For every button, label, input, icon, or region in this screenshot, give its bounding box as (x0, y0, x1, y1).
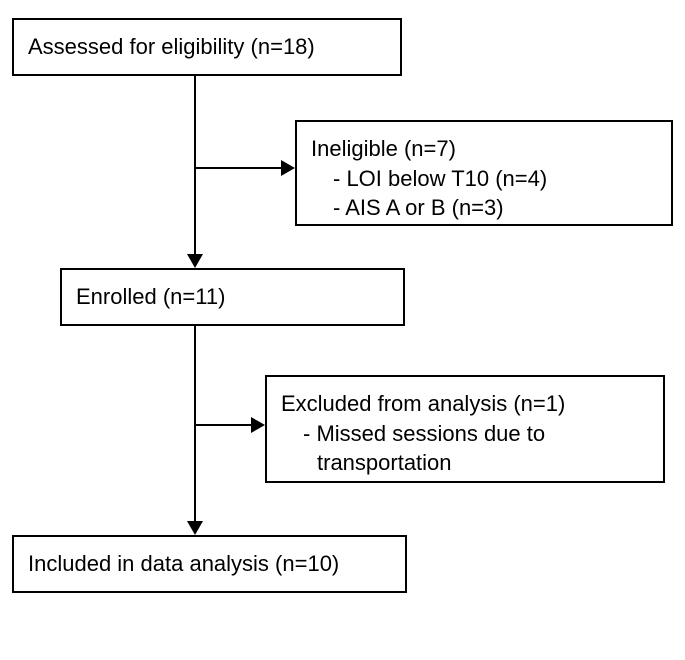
node-excluded-line1: Excluded from analysis (n=1) (281, 391, 565, 416)
node-assessed: Assessed for eligibility (n=18) (12, 18, 402, 76)
node-excluded-line2: - Missed sessions due to (281, 419, 649, 449)
node-included-text: Included in data analysis (n=10) (28, 551, 339, 576)
node-ineligible-line3: - AIS A or B (n=3) (311, 193, 657, 223)
node-enrolled-text: Enrolled (n=11) (76, 284, 225, 309)
node-enrolled: Enrolled (n=11) (60, 268, 405, 326)
node-excluded-line3: transportation (281, 448, 649, 478)
node-excluded: Excluded from analysis (n=1) - Missed se… (265, 375, 665, 483)
node-assessed-text: Assessed for eligibility (n=18) (28, 34, 315, 59)
node-ineligible-line1: Ineligible (n=7) (311, 136, 456, 161)
node-ineligible-line2: - LOI below T10 (n=4) (311, 164, 657, 194)
node-ineligible: Ineligible (n=7) - LOI below T10 (n=4) -… (295, 120, 673, 226)
node-included: Included in data analysis (n=10) (12, 535, 407, 593)
